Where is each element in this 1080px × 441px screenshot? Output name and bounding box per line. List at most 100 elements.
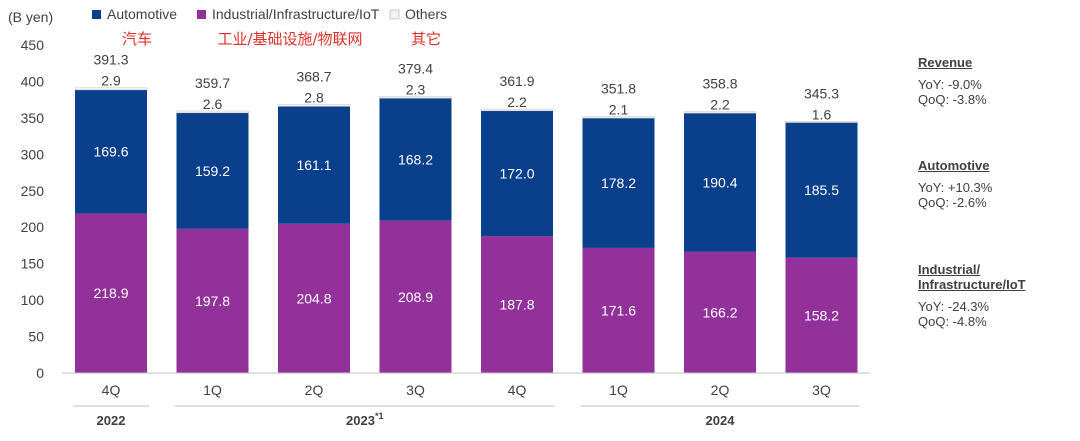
industrial-summary-title: Industrial/ Infrastructure/IoT [918, 262, 1026, 292]
data-label-others: 2.6 [203, 96, 223, 112]
data-label-total: 345.3 [804, 85, 839, 101]
group-label: 2023*1 [346, 411, 383, 428]
data-label-others: 2.3 [406, 81, 426, 97]
data-label-others: 2.9 [101, 73, 121, 89]
y-tick-label: 50 [28, 329, 44, 345]
bar-segment-industrial [379, 220, 452, 373]
bar-segment-others [277, 103, 351, 107]
y-tick-label: 400 [21, 73, 45, 89]
x-tick-label: 4Q [508, 382, 527, 398]
bar-segment-automotive [481, 110, 553, 237]
bar-segment-automotive [278, 106, 350, 224]
data-label-others: 2.1 [609, 102, 629, 118]
data-label-automotive: 190.4 [702, 174, 737, 190]
legend-label-cn: 其它 [411, 30, 441, 48]
data-label-automotive: 172.0 [499, 165, 534, 181]
data-label-industrial: 204.8 [296, 290, 331, 306]
group-label-year: 2022 [97, 413, 126, 428]
bar-segment-automotive [582, 118, 655, 248]
bar-segment-others [582, 116, 655, 119]
legend-swatch [389, 9, 400, 20]
automotive-summary-title: Automotive [918, 158, 990, 173]
data-label-industrial: 171.6 [601, 302, 636, 318]
data-label-others: 1.6 [812, 106, 832, 122]
data-label-automotive: 185.5 [804, 182, 839, 198]
group-label-footnote: *1 [375, 411, 384, 421]
bar-segment-industrial [481, 236, 553, 373]
data-label-automotive: 159.2 [195, 163, 230, 179]
industrial-summary: Industrial/ Infrastructure/IoT YoY: -24.… [918, 262, 1078, 329]
legend-swatch [92, 10, 101, 19]
data-label-automotive: 169.6 [93, 144, 128, 160]
bar-segment-industrial [785, 257, 858, 373]
bar-segment-automotive [75, 89, 147, 214]
legend-swatch [197, 10, 206, 19]
automotive-qoq: QoQ: -2.6% [918, 195, 987, 210]
bar-segment-industrial [176, 228, 249, 373]
x-tick-label: 4Q [102, 382, 121, 398]
x-tick-label: 2Q [305, 382, 324, 398]
x-tick-label: 1Q [609, 382, 628, 398]
data-label-automotive: 161.1 [296, 157, 331, 173]
bar-segment-automotive [379, 98, 452, 221]
data-label-others: 2.8 [304, 89, 324, 105]
x-tick-label: 1Q [203, 382, 222, 398]
group-label-year: 2023 [346, 413, 375, 428]
y-tick-label: 150 [21, 256, 45, 272]
y-tick-label: 100 [21, 292, 45, 308]
x-tick-label: 2Q [711, 382, 730, 398]
bar-segment-others [379, 96, 452, 99]
x-tick-label: 3Q [406, 382, 425, 398]
data-label-total: 368.7 [296, 68, 331, 84]
revenue-qoq: QoQ: -3.8% [918, 92, 987, 107]
bar-segment-automotive [785, 122, 858, 258]
bar-segment-industrial [684, 251, 756, 373]
data-label-industrial: 166.2 [702, 304, 737, 320]
legend-label-cn: 汽车 [122, 30, 152, 48]
data-label-total: 361.9 [499, 73, 534, 89]
data-label-total: 351.8 [601, 81, 636, 97]
data-label-automotive: 168.2 [398, 151, 433, 167]
data-label-industrial: 158.2 [804, 307, 839, 323]
y-tick-label: 200 [21, 219, 45, 235]
data-label-others: 2.2 [507, 94, 527, 110]
legend-label-cn: 工业/基础设施/物联网 [217, 30, 362, 48]
data-label-total: 359.7 [195, 75, 230, 91]
industrial-qoq: QoQ: -4.8% [918, 314, 987, 329]
y-tick-label: 0 [36, 365, 44, 381]
group-label-year: 2024 [706, 413, 736, 428]
data-label-automotive: 178.2 [601, 175, 636, 191]
revenue-summary: Revenue YoY: -9.0% QoQ: -3.8% [918, 55, 1078, 107]
bar-segment-automotive [176, 112, 249, 229]
y-tick-label: 300 [21, 146, 45, 162]
automotive-summary: Automotive YoY: +10.3% QoQ: -2.6% [918, 158, 1078, 210]
data-label-industrial: 218.9 [93, 285, 128, 301]
bar-segment-others [176, 110, 249, 114]
legend-label: Automotive [107, 6, 177, 22]
revenue-yoy: YoY: -9.0% [918, 77, 982, 92]
data-label-total: 379.4 [398, 60, 433, 76]
data-label-industrial: 208.9 [398, 289, 433, 305]
group-label: 2022 [97, 413, 126, 428]
legend-label: Others [405, 6, 447, 22]
automotive-yoy: YoY: +10.3% [918, 180, 993, 195]
bar-segment-industrial [582, 247, 655, 373]
bar-segment-others [480, 108, 554, 112]
y-tick-label: 350 [21, 110, 45, 126]
bar-segment-others [74, 87, 148, 91]
x-tick-label: 3Q [812, 382, 831, 398]
bar-segment-others [683, 111, 757, 114]
y-tick-label: 250 [21, 183, 45, 199]
group-label: 2024 [706, 413, 736, 428]
bar-segment-others [785, 121, 858, 123]
industrial-yoy: YoY: -24.3% [918, 299, 990, 314]
bar-segment-automotive [684, 113, 756, 252]
data-label-industrial: 187.8 [499, 297, 534, 313]
data-label-total: 358.8 [702, 75, 737, 91]
data-label-total: 391.3 [93, 52, 128, 68]
data-label-others: 2.2 [710, 96, 730, 112]
bar-segment-industrial [75, 213, 147, 373]
legend-label: Industrial/Infrastructure/IoT [212, 6, 380, 22]
y-tick-label: 450 [21, 37, 45, 53]
